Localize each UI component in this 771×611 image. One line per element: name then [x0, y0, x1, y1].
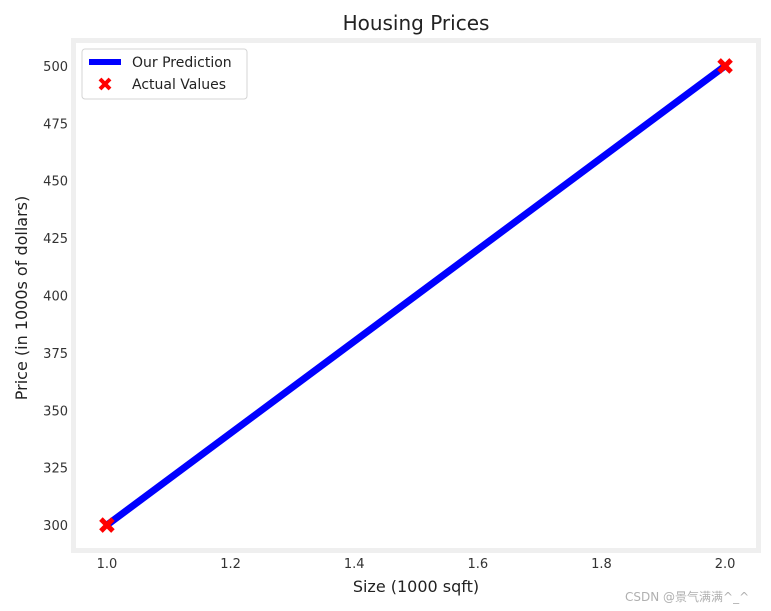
y-tick-label: 475	[43, 117, 68, 132]
legend-marker-swatch	[98, 77, 112, 91]
watermark: CSDN @景气满满^_^	[625, 589, 749, 604]
actual-value-marker	[99, 517, 115, 533]
legend: Our Prediction Actual Values	[81, 48, 248, 100]
legend-label-actual: Actual Values	[132, 77, 226, 93]
y-tick-label: 325	[43, 462, 68, 477]
x-tick-label: 1.6	[467, 557, 488, 572]
x-tick-label: 2.0	[715, 557, 736, 572]
x-tick-label: 1.8	[591, 557, 612, 572]
x-tick-label: 1.4	[344, 557, 365, 572]
x-tick-labels: 1.0 1.2 1.4 1.6 1.8 2.0	[97, 557, 736, 572]
y-tick-label: 350	[43, 404, 68, 419]
prediction-line	[104, 63, 728, 528]
y-tick-label: 425	[43, 232, 68, 247]
y-tick-label: 300	[43, 519, 68, 534]
legend-label-prediction: Our Prediction	[132, 55, 232, 71]
y-tick-label: 450	[43, 175, 68, 190]
y-axis-title: Price (in 1000s of dollars)	[12, 196, 31, 400]
chart-title: Housing Prices	[343, 11, 490, 35]
actual-value-marker	[717, 58, 733, 74]
y-tick-label: 400	[43, 290, 68, 305]
x-tick-label: 1.0	[97, 557, 118, 572]
x-tick-label: 1.2	[220, 557, 241, 572]
y-tick-labels: 300 325 350 375 400 425 450 475 500	[43, 60, 68, 534]
y-tick-label: 500	[43, 60, 68, 75]
y-tick-label: 375	[43, 347, 68, 362]
legend-box	[81, 48, 248, 100]
x-axis-title: Size (1000 sqft)	[353, 577, 479, 596]
series-layer	[99, 58, 733, 533]
